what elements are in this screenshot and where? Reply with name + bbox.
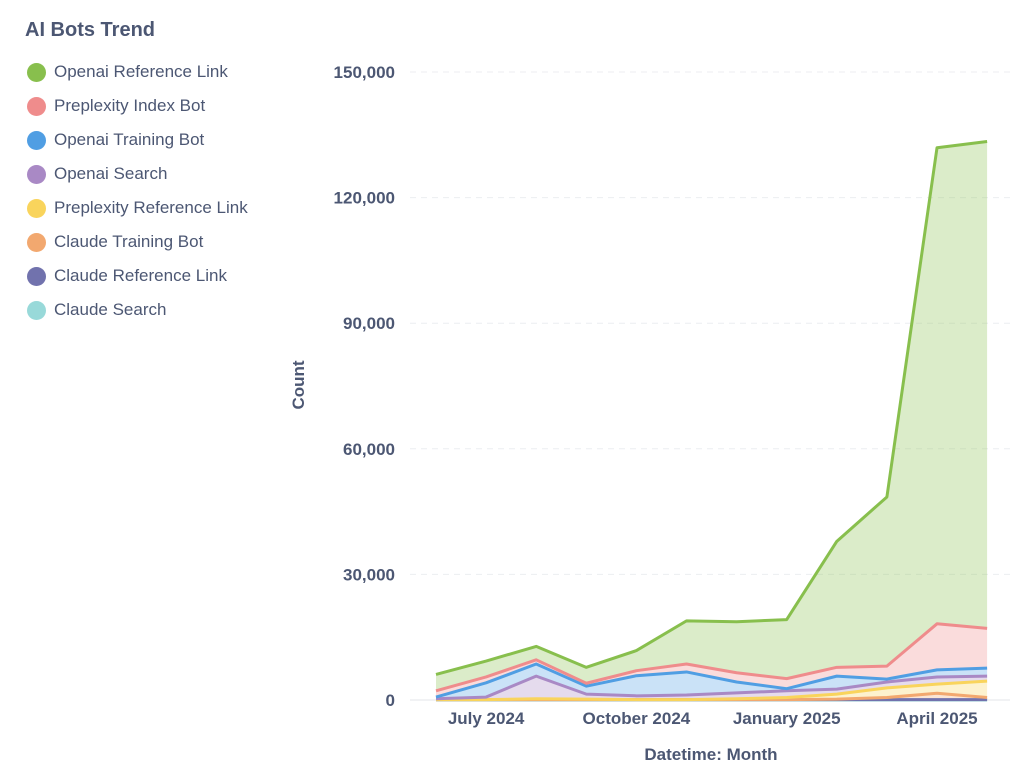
legend-dot-icon bbox=[27, 300, 46, 320]
x-axis-title: Datetime: Month bbox=[644, 745, 777, 764]
legend-dot-icon bbox=[27, 266, 46, 286]
legend-label: Preplexity Reference Link bbox=[54, 198, 248, 217]
legend-dot-icon bbox=[27, 198, 46, 218]
legend-dot-icon bbox=[27, 232, 46, 252]
legend-item[interactable]: Openai Reference Link bbox=[27, 55, 248, 89]
x-tick-label: October 2024 bbox=[583, 709, 691, 728]
x-tick-label: April 2025 bbox=[896, 709, 977, 728]
legend-dot-icon bbox=[27, 164, 46, 184]
legend-item[interactable]: Claude Training Bot bbox=[27, 225, 248, 259]
legend-item[interactable]: Claude Reference Link bbox=[27, 259, 248, 293]
y-tick-label: 0 bbox=[386, 691, 395, 710]
y-tick-label: 60,000 bbox=[343, 440, 395, 459]
x-tick-label: July 2024 bbox=[448, 709, 525, 728]
legend-label: Claude Training Bot bbox=[54, 232, 204, 251]
legend-item[interactable]: Claude Search bbox=[27, 293, 248, 327]
y-tick-label: 120,000 bbox=[334, 189, 395, 208]
legend-label: Claude Reference Link bbox=[54, 266, 227, 285]
legend-label: Preplexity Index Bot bbox=[54, 96, 206, 115]
y-tick-label: 90,000 bbox=[343, 314, 395, 333]
legend-label: Openai Search bbox=[54, 164, 168, 183]
area-openai-search[interactable] bbox=[436, 676, 988, 700]
legend-label: Openai Reference Link bbox=[54, 62, 228, 81]
legend: Openai Reference Link Preplexity Index Bo… bbox=[27, 55, 248, 327]
legend-label: Claude Search bbox=[54, 300, 167, 319]
legend-dot-icon bbox=[27, 130, 46, 150]
area-preplexity-reference-link[interactable] bbox=[436, 681, 988, 700]
legend-item[interactable]: Preplexity Index Bot bbox=[27, 89, 248, 123]
line-openai-training-bot[interactable] bbox=[435, 662, 988, 699]
legend-label: Openai Training Bot bbox=[54, 130, 205, 149]
legend-dot-icon bbox=[27, 62, 46, 82]
legend-item[interactable]: Openai Search bbox=[27, 157, 248, 191]
area-openai-reference-link[interactable] bbox=[436, 141, 988, 691]
y-tick-label: 150,000 bbox=[334, 63, 395, 82]
chart-title: AI Bots Trend bbox=[25, 19, 156, 41]
area-openai-training-bot[interactable] bbox=[436, 663, 988, 699]
legend-dot-icon bbox=[27, 96, 46, 116]
legend-item[interactable]: Openai Training Bot bbox=[27, 123, 248, 157]
x-tick-label: January 2025 bbox=[733, 709, 841, 728]
line-openai-reference-link[interactable] bbox=[435, 140, 988, 676]
line-preplexity-reference-link[interactable] bbox=[436, 679, 988, 702]
legend-item[interactable]: Preplexity Reference Link bbox=[27, 191, 248, 225]
y-axis-title: Count bbox=[289, 360, 308, 409]
line-openai-search[interactable] bbox=[435, 674, 988, 701]
y-tick-label: 30,000 bbox=[343, 565, 395, 584]
line-preplexity-index-bot[interactable] bbox=[435, 622, 988, 693]
